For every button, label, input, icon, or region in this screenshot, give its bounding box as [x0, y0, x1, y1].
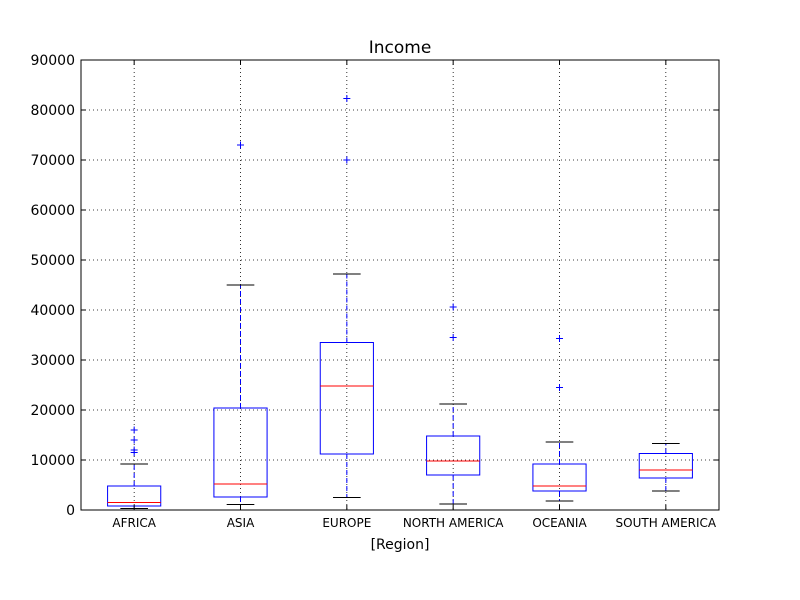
- outlier-marker: [556, 335, 563, 342]
- box-group: [426, 303, 481, 505]
- box-group: [638, 443, 693, 492]
- x-tick-label: ASIA: [227, 516, 255, 530]
- y-tick-label: 10000: [30, 453, 75, 469]
- y-tick-label: 20000: [30, 403, 75, 419]
- box-plot-series: [107, 95, 693, 509]
- y-tick-label: 0: [66, 503, 75, 519]
- x-tick-label: NORTH AMERICA: [403, 516, 504, 530]
- iqr-box: [426, 435, 481, 476]
- chart-title: Income: [369, 38, 432, 58]
- outlier-marker: [343, 95, 351, 102]
- x-axis-label: [Region]: [371, 537, 430, 553]
- y-tick-label: 60000: [30, 203, 75, 219]
- outlier-marker: [130, 426, 138, 434]
- box-group: [319, 95, 374, 498]
- box-group: [532, 335, 587, 502]
- y-tick-label: 30000: [30, 353, 75, 369]
- box-group: [213, 141, 268, 505]
- x-tick-label: OCEANIA: [532, 516, 587, 530]
- y-tick-label: 40000: [30, 303, 75, 319]
- y-tick-label: 50000: [30, 253, 75, 269]
- axis-ticks: 0 10000 20000 30000 40000 50000 60000 70000 8000…: [30, 53, 719, 530]
- y-tick-label: 90000: [30, 53, 75, 69]
- outlier-marker: [130, 436, 138, 444]
- plot-frame: [80, 59, 720, 511]
- y-tick-label: 70000: [30, 153, 75, 169]
- outlier-marker: [449, 303, 457, 311]
- y-tick-label: 80000: [30, 103, 75, 119]
- outlier-marker: [237, 141, 244, 149]
- iqr-box: [319, 342, 374, 455]
- iqr-box: [638, 453, 693, 479]
- outlier-marker: [130, 446, 138, 454]
- outlier-marker: [449, 334, 457, 341]
- outlier-marker: [343, 156, 351, 164]
- iqr-box: [532, 463, 587, 492]
- iqr-box: [213, 407, 268, 498]
- x-tick-label: EUROPE: [322, 516, 371, 530]
- x-tick-label: SOUTH AMERICA: [616, 516, 717, 530]
- x-tick-label: AFRICA: [112, 516, 156, 530]
- outlier-marker: [556, 384, 563, 391]
